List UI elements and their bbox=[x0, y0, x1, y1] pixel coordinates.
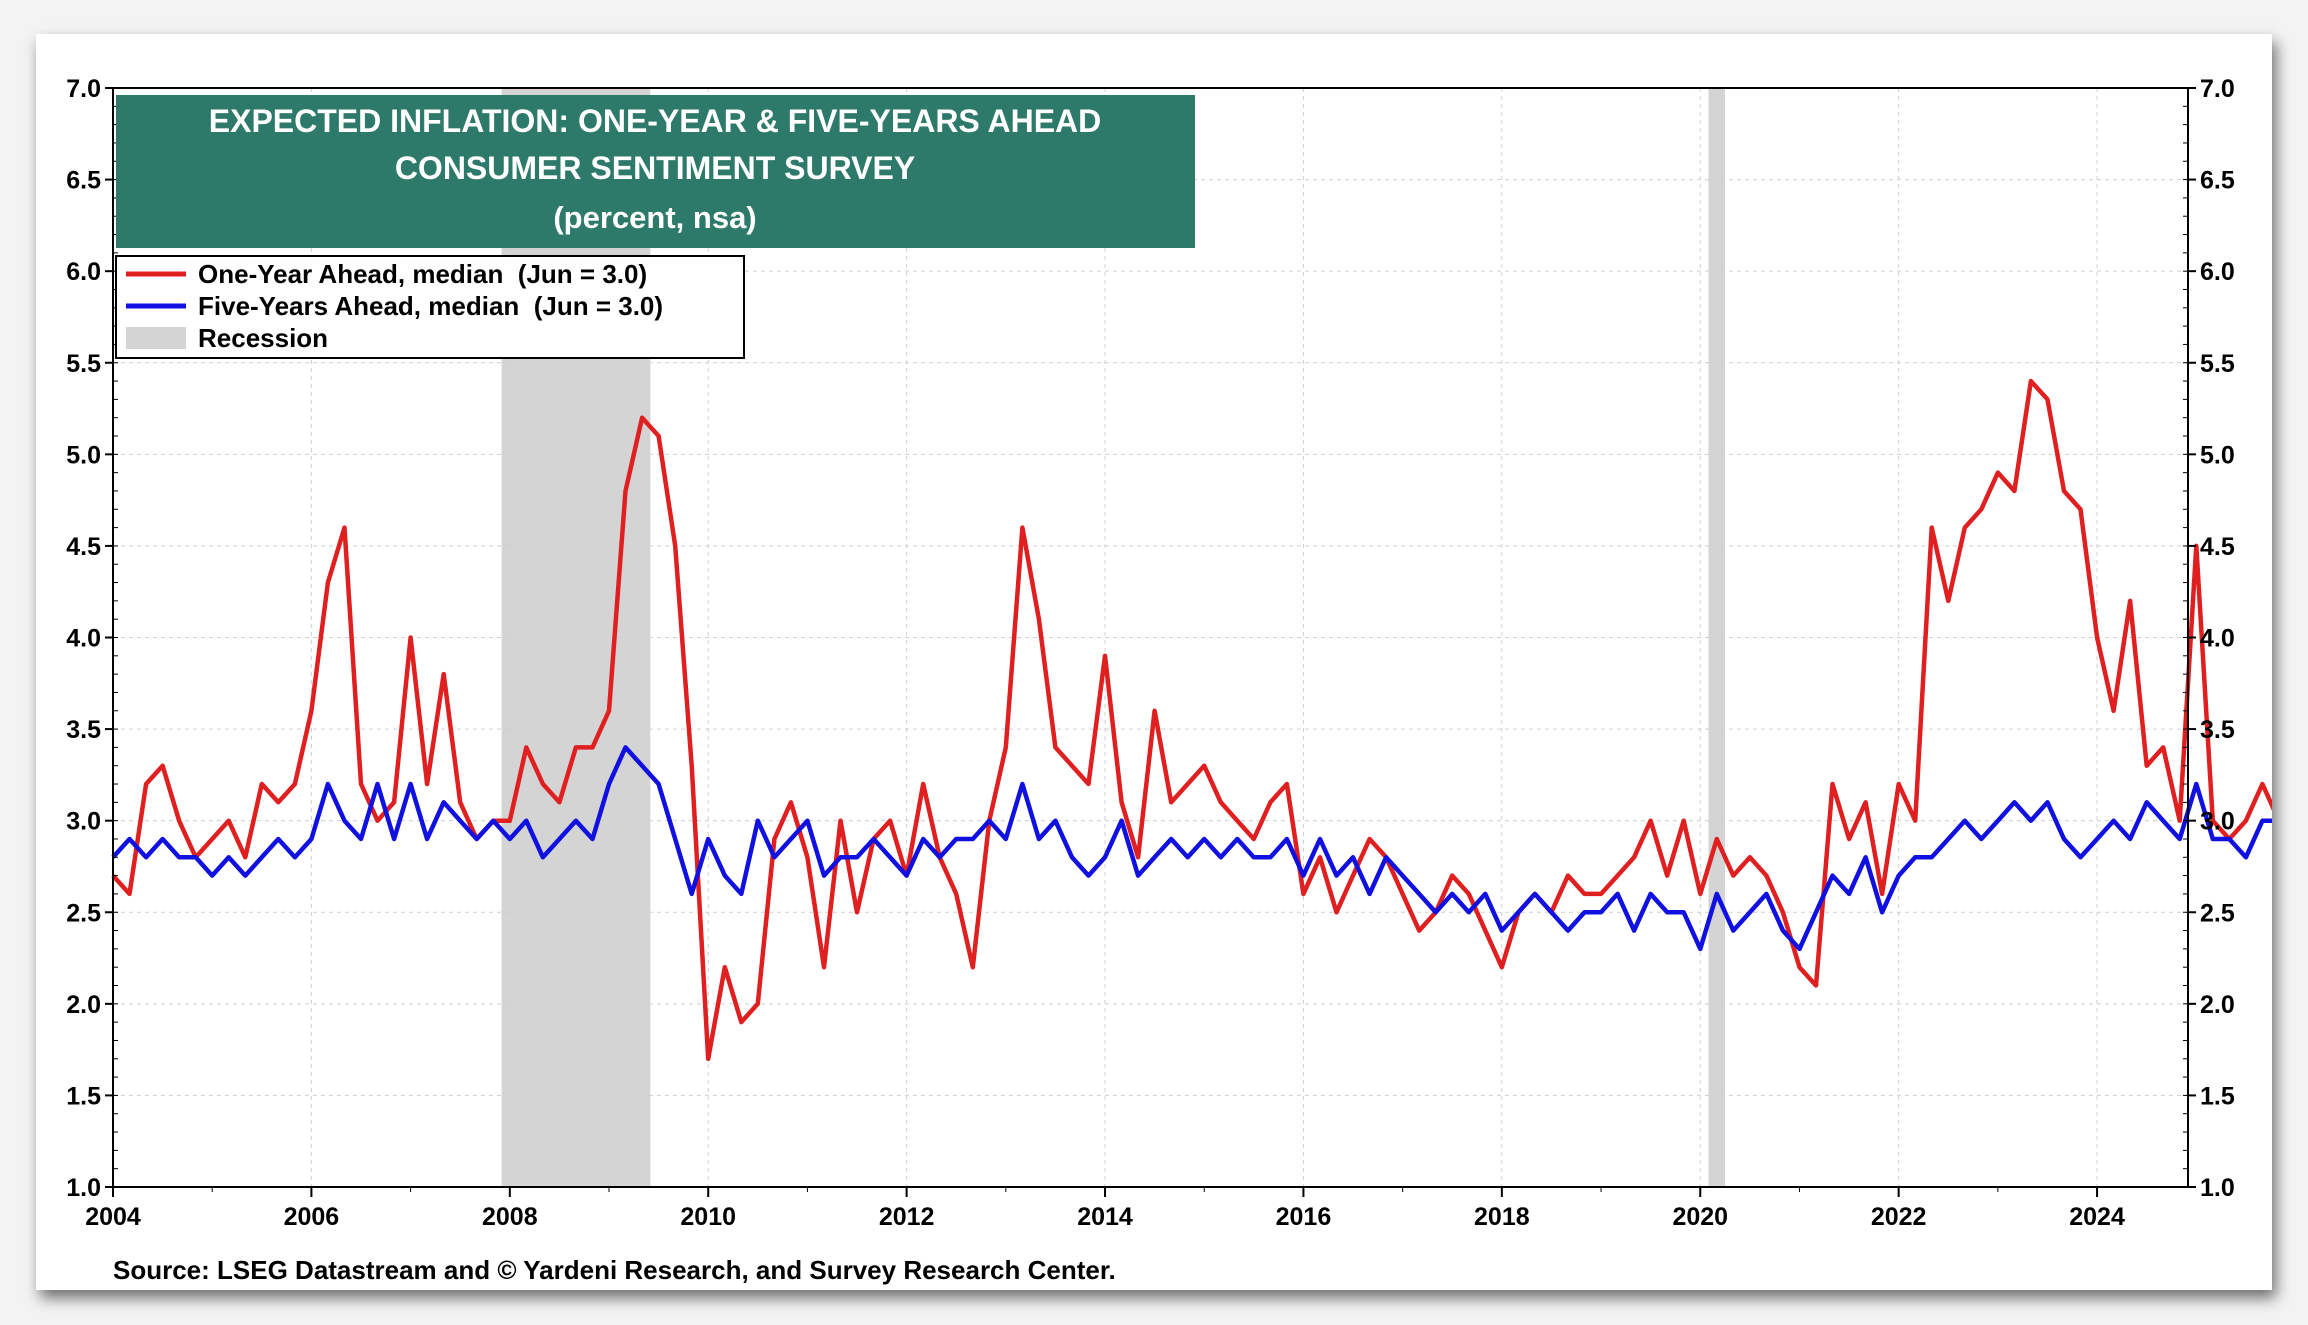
x-tick-label-1: 2006 bbox=[284, 1203, 340, 1231]
y-tick-label-left-4: 3.0 bbox=[66, 808, 101, 836]
y-tick-label-left-8: 5.0 bbox=[66, 441, 101, 469]
grid-lines bbox=[113, 87, 2188, 1188]
y-axis-ticks: 1.0 1.0 1.5 1.5 2.0 2.0 2.5 2.5 3.0 3.0 3.5 3.5 4.0 4… bbox=[66, 75, 2235, 1202]
y-tick-label-left-0: 1.0 bbox=[66, 1174, 101, 1202]
y-tick-label-left-3: 2.5 bbox=[66, 899, 101, 927]
y-tick-label-right-12: 7.0 bbox=[2200, 75, 2235, 103]
x-axis-ticks: 2004 2006 2008 2010 2012 2014 2016 2018 2020 2022… bbox=[85, 1187, 2125, 1231]
y-tick-label-right-6: 4.0 bbox=[2200, 625, 2235, 653]
legend-label-recession: Recession bbox=[198, 323, 328, 353]
y-tick-label-right-1: 1.5 bbox=[2200, 1082, 2235, 1110]
y-tick-label-right-10: 6.0 bbox=[2200, 258, 2235, 286]
series-lines bbox=[111, 378, 2272, 1062]
x-tick-label-7: 2018 bbox=[1474, 1203, 1530, 1231]
y-tick-label-left-1: 1.5 bbox=[66, 1082, 101, 1110]
x-tick-label-4: 2012 bbox=[879, 1203, 935, 1231]
y-tick-label-left-11: 6.5 bbox=[66, 167, 101, 195]
legend-box bbox=[115, 255, 745, 359]
x-tick-label-2: 2008 bbox=[482, 1203, 538, 1231]
y-tick-label-left-12: 7.0 bbox=[66, 75, 101, 103]
y-tick-label-right-3: 2.5 bbox=[2200, 899, 2235, 927]
y-tick-label-left-6: 4.0 bbox=[66, 625, 101, 653]
y-tick-label-left-7: 4.5 bbox=[66, 533, 101, 561]
legend: One-Year Ahead, median (Jun = 3.0) Five-… bbox=[115, 255, 745, 359]
x-tick-label-8: 2020 bbox=[1672, 1203, 1728, 1231]
y-tick-label-right-8: 5.0 bbox=[2200, 441, 2235, 469]
chart-frame: 1.0 1.0 1.5 1.5 2.0 2.0 2.5 2.5 3.0 3.0 3.5 3.5 4.0 4… bbox=[36, 34, 2272, 1290]
legend-label-five-year: Five-Years Ahead, median (Jun = 3.0) bbox=[198, 291, 663, 321]
x-tick-label-0: 2004 bbox=[85, 1203, 141, 1231]
y-tick-label-left-10: 6.0 bbox=[66, 258, 101, 286]
y-tick-label-right-11: 6.5 bbox=[2200, 167, 2235, 195]
y-tick-label-right-7: 4.5 bbox=[2200, 533, 2235, 561]
x-tick-label-9: 2022 bbox=[1871, 1203, 1927, 1231]
y-tick-label-right-0: 1.0 bbox=[2200, 1174, 2235, 1202]
y-tick-label-right-9: 5.5 bbox=[2200, 350, 2235, 378]
x-tick-label-10: 2024 bbox=[2069, 1203, 2125, 1231]
x-tick-label-6: 2016 bbox=[1276, 1203, 1332, 1231]
chart-subtitle: CONSUMER SENTIMENT SURVEY bbox=[395, 150, 915, 186]
y-tick-label-left-9: 5.5 bbox=[66, 350, 101, 378]
y-tick-label-right-4: 3.0 bbox=[2200, 808, 2235, 836]
title-background bbox=[116, 95, 1195, 248]
y-tick-label-right-2: 2.0 bbox=[2200, 991, 2235, 1019]
source-note: Source: LSEG Datastream and © Yardeni Re… bbox=[113, 1255, 1116, 1285]
x-tick-label-3: 2010 bbox=[680, 1203, 736, 1231]
y-tick-label-left-5: 3.5 bbox=[66, 716, 101, 744]
x-tick-label-5: 2014 bbox=[1077, 1203, 1133, 1231]
series-line-one-year bbox=[111, 378, 2272, 1062]
legend-swatch-recession bbox=[126, 327, 186, 349]
line-chart: 1.0 1.0 1.5 1.5 2.0 2.0 2.5 2.5 3.0 3.0 3.5 3.5 4.0 4… bbox=[66, 75, 2272, 1285]
series-line-five-year bbox=[111, 745, 2272, 952]
chart-title: EXPECTED INFLATION: ONE-YEAR & FIVE-YEAR… bbox=[209, 103, 1102, 139]
y-tick-label-right-5: 3.5 bbox=[2200, 716, 2235, 744]
chart-units: (percent, nsa) bbox=[553, 200, 756, 235]
y-tick-label-left-2: 2.0 bbox=[66, 991, 101, 1019]
title-box: EXPECTED INFLATION: ONE-YEAR & FIVE-YEAR… bbox=[116, 95, 1195, 248]
legend-label-one-year: One-Year Ahead, median (Jun = 3.0) bbox=[198, 259, 647, 289]
